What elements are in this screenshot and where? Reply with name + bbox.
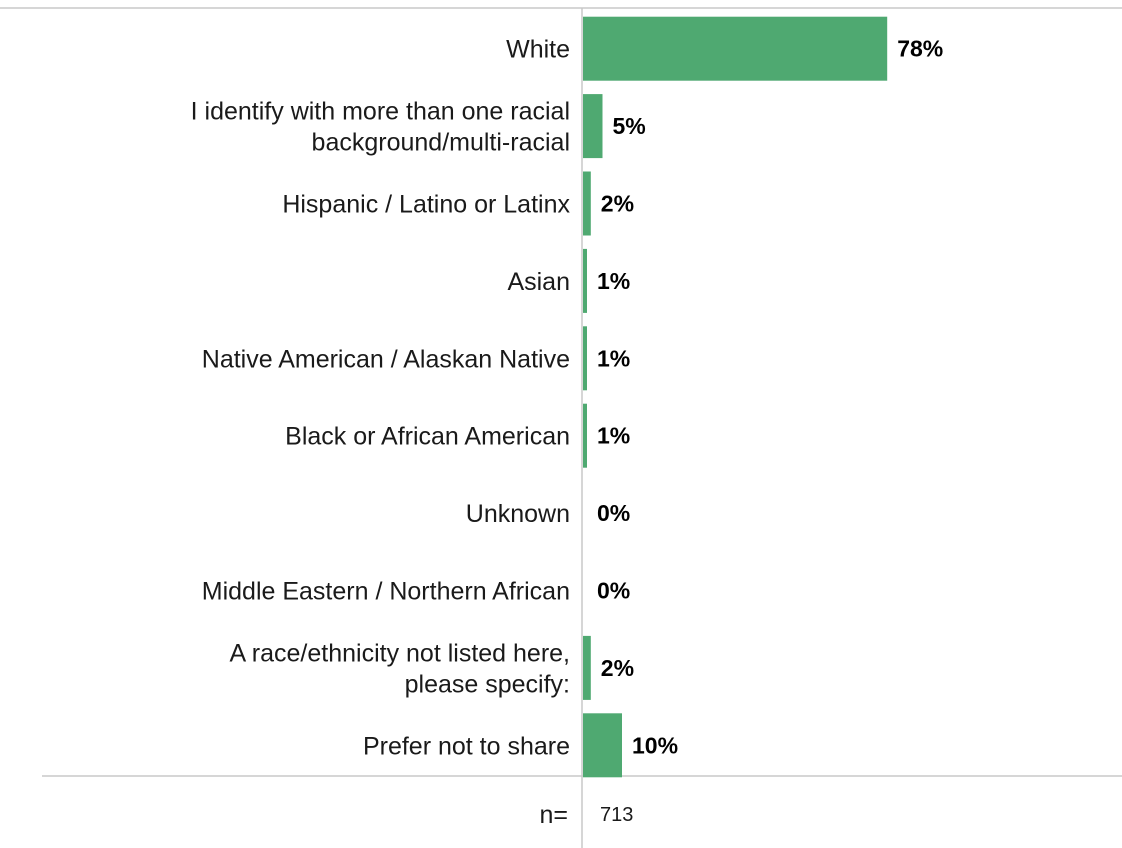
- category-label: Unknown: [466, 500, 570, 528]
- value-label: 0%: [597, 500, 630, 526]
- value-label: 5%: [613, 113, 646, 139]
- bar: [583, 171, 591, 236]
- category-label-line: I identify with more than one racial: [191, 98, 570, 126]
- bar: [583, 16, 888, 81]
- labels-layer: White 78% I identify with more than one ra…: [191, 36, 944, 761]
- category-label-line: background/multi-racial: [312, 129, 570, 157]
- value-label: 10%: [632, 732, 678, 758]
- category-label-line: Unknown: [466, 500, 570, 528]
- value-label: 78%: [897, 36, 943, 62]
- sample-size-label: n=: [539, 801, 568, 829]
- category-label-line: Asian: [507, 268, 570, 296]
- category-label: Prefer not to share: [363, 732, 570, 760]
- value-label: 2%: [601, 655, 634, 681]
- value-label: 1%: [597, 423, 630, 449]
- category-label: Black or African American: [285, 423, 570, 451]
- category-label-line: A race/ethnicity not listed here,: [230, 639, 570, 667]
- category-label: White: [506, 36, 570, 64]
- category-label-line: Black or African American: [285, 423, 570, 451]
- bar: [583, 713, 622, 778]
- value-label: 1%: [597, 345, 630, 371]
- category-label: I identify with more than one racial back…: [191, 98, 570, 157]
- category-label: Asian: [507, 268, 570, 296]
- bar: [583, 94, 603, 159]
- category-label-line: please specify:: [405, 670, 570, 698]
- category-label: Middle Eastern / Northern African: [202, 578, 570, 606]
- bar: [583, 248, 587, 313]
- bars-layer: [583, 16, 888, 778]
- category-label-line: Prefer not to share: [363, 732, 570, 760]
- category-label: A race/ethnicity not listed here, please …: [230, 639, 570, 698]
- sample-size-value: 713: [600, 804, 633, 826]
- bar: [583, 403, 587, 468]
- bar: [583, 635, 591, 700]
- category-label: Hispanic / Latino or Latinx: [282, 191, 570, 219]
- category-label-line: White: [506, 36, 570, 64]
- category-label-line: Middle Eastern / Northern African: [202, 578, 570, 606]
- value-label: 2%: [601, 191, 634, 217]
- category-label: Native American / Alaskan Native: [202, 345, 570, 373]
- bar: [583, 326, 587, 391]
- category-label-line: Hispanic / Latino or Latinx: [282, 191, 570, 219]
- category-label-line: Native American / Alaskan Native: [202, 345, 570, 373]
- value-label: 1%: [597, 268, 630, 294]
- value-label: 0%: [597, 578, 630, 604]
